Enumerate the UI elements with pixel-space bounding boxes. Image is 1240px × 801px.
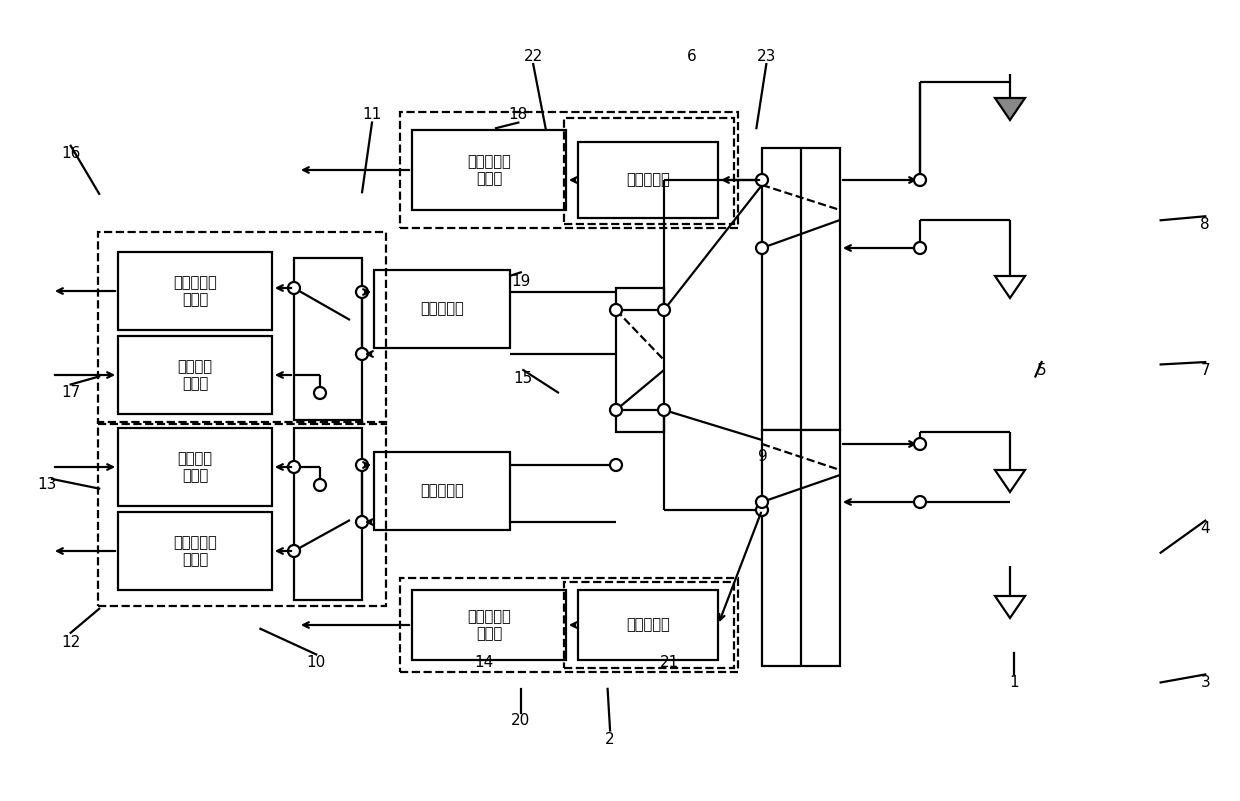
Text: 5: 5: [1037, 363, 1047, 377]
Bar: [763, 148, 839, 430]
Text: 10: 10: [306, 655, 326, 670]
Polygon shape: [994, 276, 1025, 298]
Circle shape: [288, 545, 300, 557]
Text: 21: 21: [660, 655, 680, 670]
Text: 第一功率
放大器: 第一功率 放大器: [177, 359, 212, 391]
Circle shape: [610, 459, 622, 471]
Circle shape: [288, 461, 300, 473]
Bar: [564, 582, 734, 668]
Bar: [118, 252, 272, 330]
Bar: [98, 232, 386, 424]
Circle shape: [756, 504, 768, 516]
Text: 14: 14: [474, 655, 494, 670]
Text: 第一低噪声
放大器: 第一低噪声 放大器: [174, 275, 217, 308]
Bar: [294, 428, 362, 600]
Circle shape: [756, 242, 768, 254]
Circle shape: [756, 174, 768, 186]
Circle shape: [288, 282, 300, 294]
Text: 4: 4: [1200, 521, 1210, 536]
Bar: [412, 130, 565, 210]
Text: 23: 23: [756, 49, 776, 63]
Circle shape: [356, 286, 368, 298]
Text: 第三低噪声
放大器: 第三低噪声 放大器: [467, 154, 511, 186]
Circle shape: [610, 304, 622, 316]
Bar: [578, 590, 718, 660]
Text: 第二功率
放大器: 第二功率 放大器: [177, 451, 212, 483]
Text: 2: 2: [605, 732, 615, 747]
Circle shape: [356, 516, 368, 528]
Circle shape: [658, 304, 670, 316]
Text: 第三滤波器: 第三滤波器: [626, 172, 670, 187]
Bar: [401, 112, 738, 228]
Circle shape: [914, 174, 926, 186]
Text: 19: 19: [511, 275, 531, 289]
Text: 1: 1: [1009, 675, 1019, 690]
Bar: [118, 336, 272, 414]
Circle shape: [756, 496, 768, 508]
Bar: [564, 118, 734, 224]
Circle shape: [314, 387, 326, 399]
Circle shape: [914, 438, 926, 450]
Bar: [578, 142, 718, 218]
Bar: [374, 452, 510, 530]
Text: 8: 8: [1200, 217, 1210, 231]
Text: 17: 17: [61, 385, 81, 400]
Circle shape: [314, 479, 326, 491]
Text: 12: 12: [61, 635, 81, 650]
Circle shape: [610, 404, 622, 416]
Bar: [294, 258, 362, 420]
Circle shape: [914, 496, 926, 508]
Text: 3: 3: [1200, 675, 1210, 690]
Text: 第二低噪声
放大器: 第二低噪声 放大器: [174, 535, 217, 567]
Text: 第二滤波器: 第二滤波器: [420, 484, 464, 498]
Text: 9: 9: [758, 449, 768, 464]
Circle shape: [356, 459, 368, 471]
Polygon shape: [994, 470, 1025, 492]
Text: 第四滤波器: 第四滤波器: [626, 618, 670, 633]
Text: 18: 18: [508, 107, 528, 122]
Bar: [616, 288, 663, 432]
Bar: [374, 270, 510, 348]
Text: 第四低噪声
放大器: 第四低噪声 放大器: [467, 609, 511, 641]
Circle shape: [356, 348, 368, 360]
Text: 6: 6: [687, 49, 697, 63]
Text: 20: 20: [511, 714, 531, 728]
Circle shape: [658, 404, 670, 416]
Polygon shape: [994, 98, 1025, 120]
Polygon shape: [994, 596, 1025, 618]
Text: 第一滤波器: 第一滤波器: [420, 301, 464, 316]
Text: 7: 7: [1200, 363, 1210, 377]
Bar: [118, 512, 272, 590]
Bar: [98, 422, 386, 606]
Bar: [401, 578, 738, 672]
Text: 16: 16: [61, 147, 81, 161]
Text: 11: 11: [362, 107, 382, 122]
Bar: [763, 430, 839, 666]
Circle shape: [914, 242, 926, 254]
Text: 22: 22: [523, 49, 543, 63]
Text: 13: 13: [37, 477, 57, 492]
Text: 15: 15: [513, 371, 533, 385]
Bar: [118, 428, 272, 506]
Bar: [412, 590, 565, 660]
